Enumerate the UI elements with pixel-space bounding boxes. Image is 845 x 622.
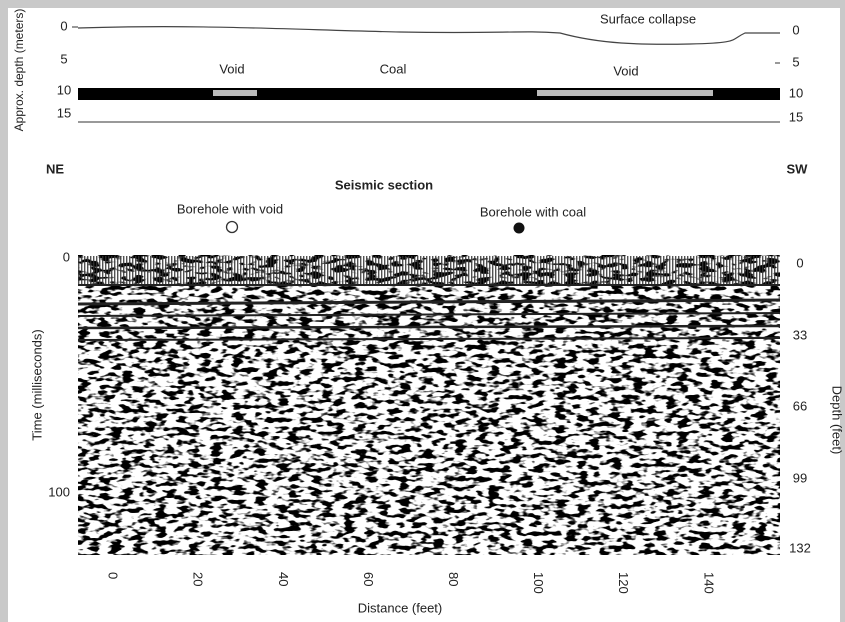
x-tick-label: 120 [616, 572, 631, 594]
borehole-marker [513, 222, 525, 234]
section-title: Seismic section [335, 177, 433, 192]
borehole-label: Borehole with void [177, 201, 283, 216]
x-tick-label: 0 [106, 572, 121, 579]
tick-label: 15 [789, 109, 803, 124]
x-tick-label: 20 [191, 572, 206, 586]
seismic-image [77, 255, 781, 555]
y2-tick-label: 66 [793, 398, 807, 413]
y-tick-label: 0 [63, 249, 70, 264]
layer-label: Coal [380, 61, 407, 76]
tick-label: 10 [789, 85, 803, 100]
tick-label: 0 [60, 18, 67, 33]
direction: SW [787, 161, 809, 176]
layer-label: Void [613, 63, 638, 78]
y2-axis-title: Depth (feet) [830, 386, 845, 455]
borehole-label: Borehole with coal [480, 204, 586, 219]
tick-label: 10 [57, 82, 71, 97]
x-tick-label: 100 [531, 572, 546, 594]
top-panel [72, 26, 780, 123]
tick-label: 5 [792, 54, 799, 69]
y2-tick-label: 99 [793, 470, 807, 485]
layer-label: Void [219, 61, 244, 76]
borehole-marker [225, 220, 239, 234]
surface-label: Surface collapse [600, 11, 696, 26]
direction: NE [46, 161, 64, 176]
tick-label: 15 [57, 105, 71, 120]
x-tick-label: 60 [361, 572, 376, 586]
x-tick-label: 40 [276, 572, 291, 586]
y-axis-title: Approx. depth (meters) [12, 9, 26, 132]
x-axis-title: Distance (feet) [358, 600, 443, 615]
tick-label: 5 [60, 51, 67, 66]
x-tick-label: 140 [701, 572, 716, 594]
tick-label: 0 [792, 22, 799, 37]
y2-tick-label: 132 [789, 540, 811, 555]
x-tick-label: 80 [446, 572, 461, 586]
y-tick-label: 100 [48, 484, 70, 499]
y2-tick-label: 33 [793, 327, 807, 342]
y2-tick-label: 0 [796, 255, 803, 270]
y-axis-title: Time (milliseconds) [29, 329, 44, 440]
